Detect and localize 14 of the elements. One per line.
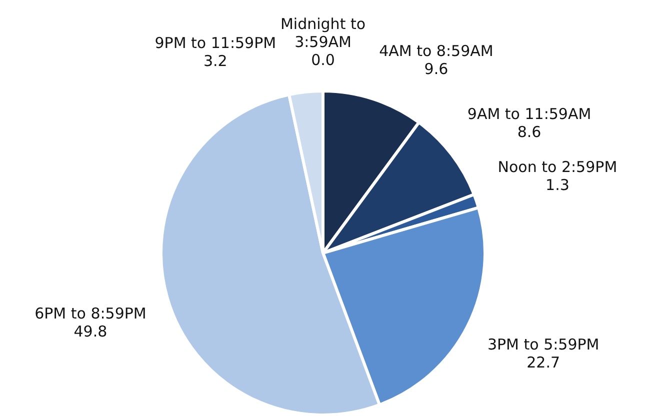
- data-label: 22.7: [526, 354, 560, 372]
- category-label: Midnight to 3:59AM: [280, 15, 366, 51]
- slice-label: 6PM to 8:59PM: [34, 304, 146, 323]
- data-label: 3.2: [203, 52, 228, 70]
- data-label: 49.8: [74, 322, 108, 341]
- slice-label: 9AM to 11:59AM: [467, 105, 592, 124]
- slice-label: 3PM to 5:59PM: [487, 336, 600, 354]
- data-label: 8.6: [517, 123, 542, 142]
- text: 0.0: [311, 51, 335, 69]
- data-label: 1.3: [546, 176, 570, 194]
- data-label: 9.6: [424, 60, 448, 78]
- slice-label: 4AM to 8:59AM: [379, 42, 494, 60]
- slice-label: 9PM to 11:59PM: [154, 34, 276, 52]
- slice-label: Noon to 2:59PM: [498, 158, 618, 176]
